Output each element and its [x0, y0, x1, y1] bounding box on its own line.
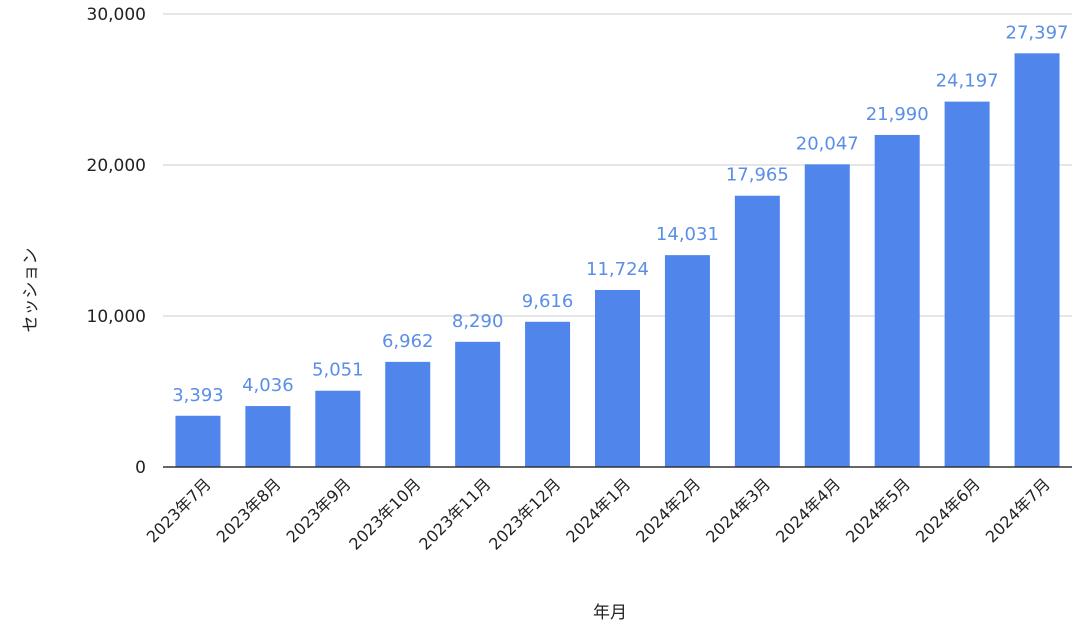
x-tick-label: 2024年1月 [562, 474, 634, 546]
x-tick-label: 2024年2月 [632, 474, 704, 546]
bars [175, 53, 1060, 468]
bar [455, 341, 501, 467]
x-tick-label: 2024年4月 [772, 474, 844, 546]
y-tick-label: 0 [135, 458, 146, 478]
y-axis-title: セッション [21, 248, 41, 333]
bar [944, 101, 990, 467]
data-label: 6,962 [382, 331, 434, 352]
data-label: 27,397 [1006, 22, 1069, 43]
x-tick-label: 2024年6月 [912, 474, 984, 546]
x-axis-ticks: 2023年7月2023年8月2023年9月2023年10月2023年11月202… [143, 474, 1054, 553]
bar [874, 134, 920, 468]
bar [525, 321, 571, 467]
data-label: 21,990 [866, 104, 929, 125]
bar [245, 406, 291, 467]
bar [664, 255, 710, 467]
data-label: 14,031 [656, 224, 719, 245]
data-label: 9,616 [522, 291, 574, 312]
data-label: 5,051 [312, 360, 364, 381]
bar [385, 361, 431, 467]
bar [1014, 53, 1060, 468]
y-tick-label: 10,000 [87, 307, 146, 327]
y-tick-label: 30,000 [87, 5, 146, 25]
data-label: 3,393 [172, 385, 224, 406]
bar [804, 164, 850, 468]
x-tick-label: 2023年11月 [415, 474, 494, 553]
x-tick-label: 2024年5月 [842, 474, 914, 546]
data-label: 8,290 [452, 311, 504, 332]
x-tick-label: 2024年7月 [982, 474, 1054, 546]
x-tick-label: 2023年9月 [283, 474, 355, 546]
x-tick-label: 2023年8月 [213, 474, 285, 546]
data-label: 11,724 [586, 259, 649, 280]
x-tick-label: 2023年12月 [485, 474, 564, 553]
data-label: 24,197 [936, 71, 999, 92]
bar [734, 195, 780, 467]
data-label: 20,047 [796, 133, 859, 154]
y-tick-label: 20,000 [87, 156, 146, 176]
data-label: 17,965 [726, 165, 789, 186]
x-tick-label: 2023年10月 [345, 474, 424, 553]
y-axis-ticks: 0 10,000 20,000 30,000 [87, 5, 146, 478]
bar [595, 289, 640, 467]
x-axis-title: 年月 [593, 603, 627, 623]
x-tick-label: 2024年3月 [702, 474, 774, 546]
bar [315, 390, 361, 467]
x-tick-label: 2023年7月 [143, 474, 215, 546]
data-labels: 3,393 4,036 5,051 6,962 8,290 9,616 11,724 14,0… [172, 22, 1068, 405]
data-label: 4,036 [242, 375, 294, 396]
bar [175, 415, 221, 467]
